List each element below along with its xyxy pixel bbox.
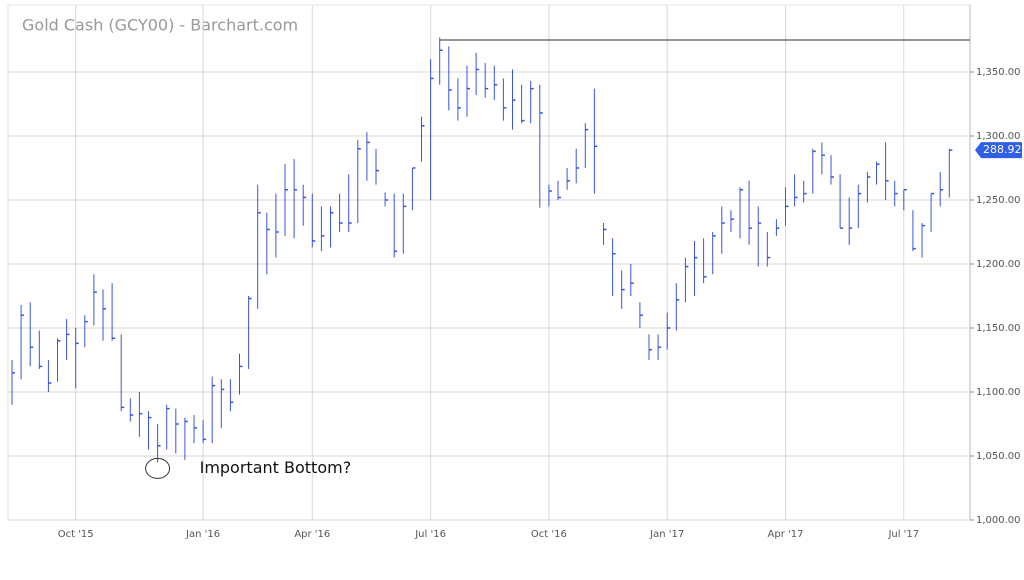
y-tick-label: 1,000.00 [976, 515, 1021, 526]
price-tag-box [975, 142, 1022, 159]
y-tick-label: 1,300.00 [976, 131, 1021, 142]
annotation: Important Bottom? [200, 458, 352, 477]
y-tick-label: 1,350.00 [976, 67, 1021, 78]
annotation-circle [145, 457, 171, 479]
x-tick-label: Apr '17 [768, 529, 804, 540]
x-tick-label: Jul '16 [414, 529, 446, 540]
plot-frame [7, 4, 971, 521]
y-tick-label: 1,050.00 [976, 451, 1021, 462]
x-tick-label: Jan '16 [185, 529, 220, 540]
x-tick-label: Oct '15 [58, 529, 94, 540]
y-tick-label: 1,100.00 [976, 387, 1021, 398]
y-tick-label: 1,150.00 [976, 323, 1021, 334]
x-tick-label: Jan '17 [649, 529, 684, 540]
y-tick-label: 1,200.00 [976, 259, 1021, 270]
y-tick-label: 1,250.00 [976, 195, 1021, 206]
x-tick-label: Oct '16 [531, 529, 567, 540]
chart-title: Gold Cash (GCY00) - Barchart.com [22, 16, 298, 35]
price-tag: 288.92 [983, 143, 1022, 156]
x-tick-label: Jul '17 [887, 529, 919, 540]
x-tick-label: Apr '16 [294, 529, 330, 540]
